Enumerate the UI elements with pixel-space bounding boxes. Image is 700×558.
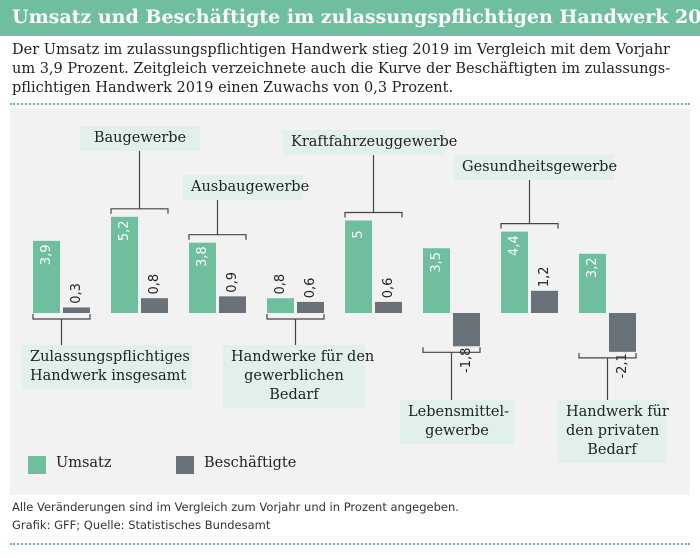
category-label-line: Baugewerbe xyxy=(93,130,187,146)
chart-subtitle: Der Umsatz im zulassungspflichtigen Hand… xyxy=(12,41,682,98)
category-label-line: Lebensmittel- xyxy=(408,404,510,420)
legend-label-beschaeftigte: Beschäftigte xyxy=(204,455,297,471)
category-label-line: Kraftfahrzeuggewerbe xyxy=(291,134,458,150)
category-label-baugewerbe: Baugewerbe xyxy=(80,126,200,151)
footnote-note: Alle Veränderungen sind im Vergleich zum… xyxy=(12,500,459,514)
data-label-umsatz-kraftfahrzeuggewerbe: 5 xyxy=(351,230,366,238)
bar-umsatz-gewerblicher-bedarf xyxy=(267,298,294,313)
category-label-line: Bedarf xyxy=(269,387,319,403)
title-bar xyxy=(0,0,700,36)
bar-beschaeftigte-ausbaugewerbe xyxy=(219,296,246,313)
data-label-umsatz-gewerblicher-bedarf: 0,8 xyxy=(273,274,288,295)
bracket-ausbaugewerbe xyxy=(188,200,247,240)
category-label-line: den privaten xyxy=(566,423,660,439)
data-label-beschaeftigte-gesundheitsgewerbe: 1,2 xyxy=(537,266,552,287)
data-label-beschaeftigte-lebensmittelgewerbe: -1,8 xyxy=(459,348,474,373)
legend-swatch-umsatz xyxy=(28,456,46,474)
bracket-privater-bedarf xyxy=(578,352,637,400)
category-label-gewerblicher-bedarf: Handwerke für den gewerblichen Bedarf xyxy=(223,345,375,408)
data-label-beschaeftigte-baugewerbe: 0,8 xyxy=(147,274,162,295)
data-label-umsatz-ausbaugewerbe: 3,8 xyxy=(195,246,210,267)
category-label-gesundheitsgewerbe: Gesundheitsgewerbe xyxy=(454,155,618,180)
data-label-umsatz-privater-bedarf: 3,2 xyxy=(585,257,600,278)
bar-beschaeftigte-baugewerbe xyxy=(141,298,168,313)
bracket-kraftfahrzeuggewerbe xyxy=(344,155,403,218)
data-label-beschaeftigte-insgesamt: 0,3 xyxy=(69,283,84,304)
data-label-beschaeftigte-privater-bedarf: -2,1 xyxy=(615,353,630,378)
category-label-insgesamt: Zulassungspflichtiges Handwerk insgesamt xyxy=(22,345,192,389)
bar-umsatz-gesundheitsgewerbe xyxy=(501,231,528,313)
bar-beschaeftigte-gesundheitsgewerbe xyxy=(531,290,558,313)
data-label-umsatz-baugewerbe: 5,2 xyxy=(117,220,132,241)
bar-beschaeftigte-kraftfahrzeuggewerbe xyxy=(375,301,402,313)
chart-title: Umsatz und Beschäftigte im zulassungspfl… xyxy=(12,6,700,28)
bar-umsatz-kraftfahrzeuggewerbe xyxy=(345,220,372,313)
category-label-kraftfahrzeuggewerbe: Kraftfahrzeuggewerbe xyxy=(283,130,458,155)
category-label-line: Handwerke für den xyxy=(231,349,375,365)
bar-beschaeftigte-lebensmittelgewerbe xyxy=(453,313,480,347)
bracket-lebensmittelgewerbe xyxy=(422,347,481,400)
bracket-insgesamt xyxy=(32,314,91,345)
legend-label-umsatz: Umsatz xyxy=(56,455,112,471)
bar-umsatz-ausbaugewerbe xyxy=(189,242,216,313)
category-label-line: Zulassungspflichtiges xyxy=(30,349,190,365)
category-label-line: Gesundheitsgewerbe xyxy=(462,159,618,175)
bracket-gesundheitsgewerbe xyxy=(500,180,559,229)
category-label-line: Bedarf xyxy=(587,442,637,458)
category-label-line: Handwerk für xyxy=(566,404,669,420)
bracket-gewerblicher-bedarf xyxy=(266,314,325,345)
data-label-umsatz-insgesamt: 3,9 xyxy=(39,245,54,266)
bar-umsatz-privater-bedarf xyxy=(579,253,606,313)
divider-bottom xyxy=(10,543,690,545)
data-label-beschaeftigte-ausbaugewerbe: 0,9 xyxy=(225,272,240,293)
subtitle-line-3: pflichtigen Handwerk 2019 einen Zuwachs … xyxy=(12,80,454,96)
footnote-source: Grafik: GFF; Quelle: Statistisches Bunde… xyxy=(12,518,271,532)
category-label-ausbaugewerbe: Ausbaugewerbe xyxy=(183,175,310,200)
bar-beschaeftigte-privater-bedarf xyxy=(609,313,636,352)
bar-umsatz-lebensmittelgewerbe xyxy=(423,248,450,313)
bracket-baugewerbe xyxy=(110,151,169,214)
category-label-line: gewerblichen xyxy=(244,368,344,384)
category-label-line: Handwerk insgesamt xyxy=(30,368,187,384)
data-label-umsatz-lebensmittelgewerbe: 3,5 xyxy=(429,252,444,273)
data-label-umsatz-gesundheitsgewerbe: 4,4 xyxy=(507,235,522,256)
category-label-line: Ausbaugewerbe xyxy=(191,179,310,195)
bar-umsatz-insgesamt xyxy=(33,240,60,313)
divider-top xyxy=(10,103,690,105)
data-label-beschaeftigte-gewerblicher-bedarf: 0,6 xyxy=(303,278,318,299)
legend-swatch-beschaeftigte xyxy=(176,456,194,474)
bar-beschaeftigte-insgesamt xyxy=(63,307,90,313)
bar-umsatz-baugewerbe xyxy=(111,216,138,313)
category-label-privater-bedarf: Handwerk für den privaten Bedarf xyxy=(558,400,669,463)
bar-beschaeftigte-gewerblicher-bedarf xyxy=(297,301,324,313)
subtitle-line-1: Der Umsatz im zulassungspflichtigen Hand… xyxy=(12,42,670,58)
subtitle-line-2: um 3,9 Prozent. Zeitgleich verzeichnete … xyxy=(12,61,671,77)
category-label-lebensmittelgewerbe: Lebensmittel-gewerbe xyxy=(400,400,514,444)
data-label-beschaeftigte-kraftfahrzeuggewerbe: 0,6 xyxy=(381,278,396,299)
category-label-line: gewerbe xyxy=(425,423,489,439)
